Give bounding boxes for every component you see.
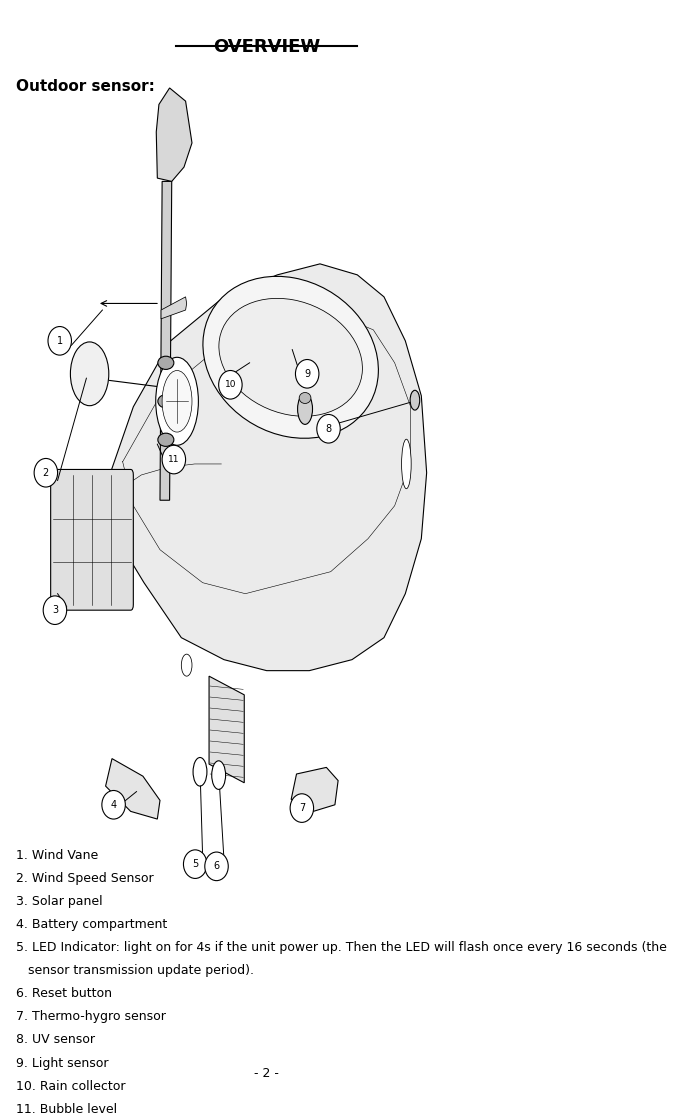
Ellipse shape (203, 277, 379, 438)
Circle shape (410, 390, 420, 410)
Ellipse shape (295, 359, 319, 388)
Polygon shape (101, 264, 427, 670)
Polygon shape (291, 767, 338, 814)
Polygon shape (161, 297, 187, 319)
Ellipse shape (43, 595, 67, 624)
Ellipse shape (183, 850, 207, 879)
Polygon shape (156, 88, 192, 182)
Text: 5: 5 (192, 860, 198, 870)
Text: OVERVIEW: OVERVIEW (213, 39, 320, 57)
Polygon shape (160, 182, 172, 501)
Text: 1: 1 (57, 336, 63, 346)
Text: 8: 8 (325, 424, 332, 434)
Text: 5. LED Indicator: light on for 4s if the unit power up. Then the LED will flash : 5. LED Indicator: light on for 4s if the… (16, 941, 667, 954)
Circle shape (181, 655, 192, 676)
Text: sensor transmission update period).: sensor transmission update period). (16, 964, 254, 977)
Ellipse shape (219, 299, 362, 416)
Ellipse shape (218, 370, 242, 399)
Text: 10: 10 (224, 380, 236, 389)
Text: 4: 4 (111, 799, 117, 809)
Text: - 2 -: - 2 - (254, 1067, 279, 1079)
Text: 6. Reset button: 6. Reset button (16, 987, 112, 1000)
Ellipse shape (297, 394, 312, 425)
Text: 1. Wind Vane: 1. Wind Vane (16, 849, 98, 862)
Ellipse shape (299, 392, 311, 404)
Ellipse shape (162, 445, 186, 474)
Ellipse shape (70, 342, 109, 406)
Polygon shape (209, 676, 244, 783)
Circle shape (155, 357, 198, 445)
Ellipse shape (158, 356, 174, 369)
Text: 11: 11 (168, 455, 180, 464)
Text: 4. Battery compartment: 4. Battery compartment (16, 918, 167, 931)
Polygon shape (105, 758, 160, 820)
Ellipse shape (158, 433, 174, 446)
Text: 2: 2 (43, 468, 49, 477)
Text: 9: 9 (304, 369, 310, 379)
Text: 8. UV sensor: 8. UV sensor (16, 1034, 95, 1047)
Text: 3: 3 (52, 605, 58, 615)
Text: 7: 7 (299, 803, 305, 813)
Text: 2. Wind Speed Sensor: 2. Wind Speed Sensor (16, 872, 153, 885)
Ellipse shape (34, 458, 57, 487)
Ellipse shape (205, 852, 228, 881)
Circle shape (162, 370, 192, 433)
Ellipse shape (48, 327, 72, 355)
Ellipse shape (317, 415, 340, 443)
Text: 7. Thermo-hygro sensor: 7. Thermo-hygro sensor (16, 1010, 166, 1024)
FancyBboxPatch shape (51, 469, 133, 610)
Ellipse shape (290, 794, 314, 823)
Text: 10. Rain collector: 10. Rain collector (16, 1079, 126, 1093)
Text: 6: 6 (214, 862, 220, 871)
Ellipse shape (158, 395, 174, 408)
Ellipse shape (102, 791, 125, 820)
Text: Outdoor sensor:: Outdoor sensor: (16, 79, 155, 94)
Ellipse shape (402, 439, 411, 488)
Circle shape (212, 760, 226, 789)
Text: 9. Light sensor: 9. Light sensor (16, 1057, 109, 1069)
Text: 3. Solar panel: 3. Solar panel (16, 895, 103, 908)
Text: 11. Bubble level: 11. Bubble level (16, 1103, 117, 1115)
Circle shape (193, 757, 207, 786)
